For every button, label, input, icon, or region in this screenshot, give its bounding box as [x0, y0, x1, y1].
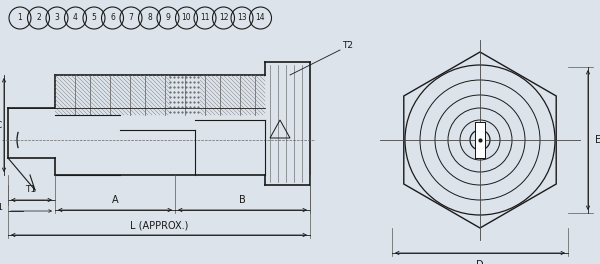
- Text: 1: 1: [17, 13, 22, 22]
- Text: 2: 2: [36, 13, 41, 22]
- Text: T1: T1: [0, 202, 3, 211]
- Text: D: D: [476, 260, 484, 264]
- Text: 14: 14: [256, 13, 265, 22]
- Text: T1: T1: [25, 186, 37, 195]
- Text: 6: 6: [110, 13, 115, 22]
- Text: 5: 5: [92, 13, 97, 22]
- Text: 11: 11: [200, 13, 210, 22]
- Polygon shape: [475, 122, 485, 158]
- Text: B: B: [239, 195, 245, 205]
- Text: 3: 3: [55, 13, 59, 22]
- Text: 10: 10: [182, 13, 191, 22]
- Text: T2: T2: [343, 41, 353, 50]
- Text: 4: 4: [73, 13, 78, 22]
- Text: A: A: [112, 195, 118, 205]
- Text: 9: 9: [166, 13, 170, 22]
- Text: 8: 8: [147, 13, 152, 22]
- Text: C: C: [0, 120, 2, 130]
- Text: 12: 12: [219, 13, 228, 22]
- Text: L (APPROX.): L (APPROX.): [130, 220, 188, 230]
- Text: E: E: [595, 135, 600, 145]
- Text: 13: 13: [237, 13, 247, 22]
- Text: 7: 7: [128, 13, 133, 22]
